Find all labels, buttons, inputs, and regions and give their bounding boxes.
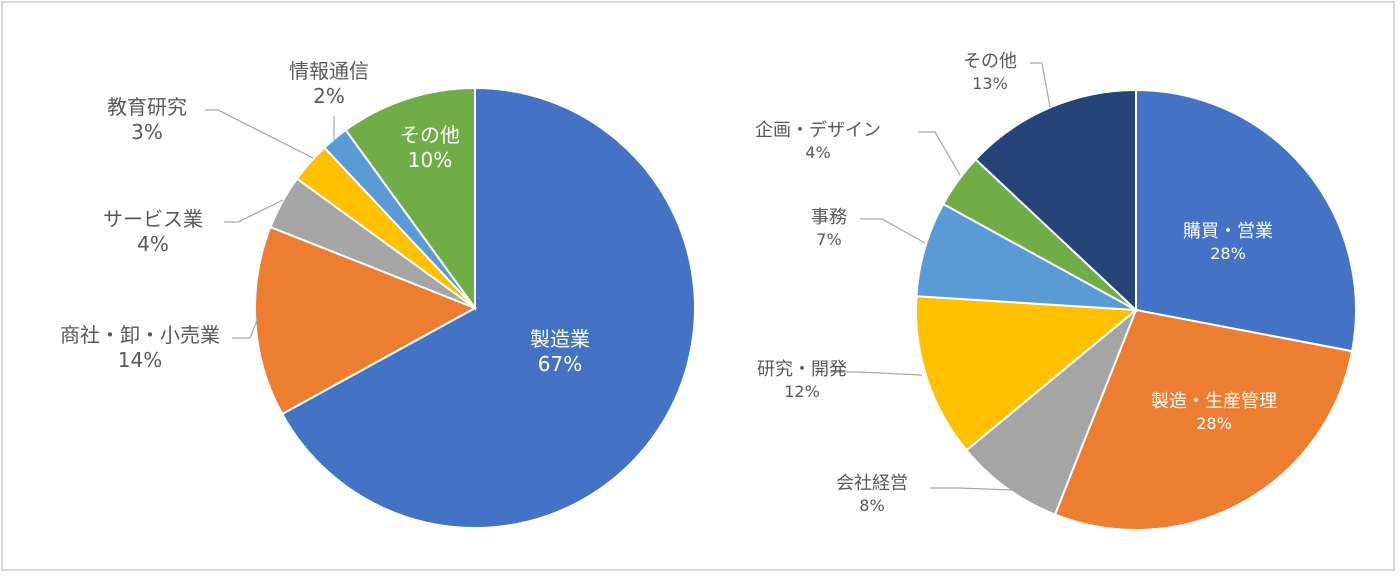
data-label-jimu: 事務 7% [811,206,847,249]
data-label-seizogyo: 製造業 67% [530,327,590,376]
data-label-sonota-left: その他 10% [400,123,460,172]
pie-slice [344,86,476,312]
data-label-keiei: 会社経営 8% [836,472,908,515]
data-label-kobai: 購買・営業 28% [1183,220,1273,263]
pie-slice [915,295,1139,452]
left-pie-chart [254,86,696,529]
pie-slice [974,88,1137,313]
pie-slice [254,225,478,416]
leader-line-shosha [232,317,259,339]
data-label-shosha: 商社・卸・小売業 14% [60,323,220,372]
data-label-kikaku: 企画・デザイン 4% [755,119,881,162]
leader-line-sonota [1030,62,1051,108]
data-label-joho: 情報通信 2% [289,59,369,108]
leader-lines [205,62,1051,491]
pie-slice [965,309,1137,516]
pie-slice [1053,308,1354,531]
data-label-kenkyu: 研究・開発 12% [757,358,847,401]
leader-line-kikaku [918,131,961,176]
pie-slice [1135,88,1357,353]
right-pie-chart [915,88,1357,531]
leader-line-kenkyu [830,371,923,376]
data-label-kyoiku: 教育研究 3% [107,95,187,144]
data-label-service: サービス業 4% [103,207,203,256]
pie-slice [280,86,696,529]
leader-line-service [224,199,284,223]
leader-line-keiei [930,487,1013,491]
leader-line-kyoiku [205,109,314,159]
data-label-seizo-kanri: 製造・生産管理 28% [1151,390,1277,433]
leader-line-jimu [860,218,926,244]
data-label-sonota-right: その他 13% [963,50,1017,93]
